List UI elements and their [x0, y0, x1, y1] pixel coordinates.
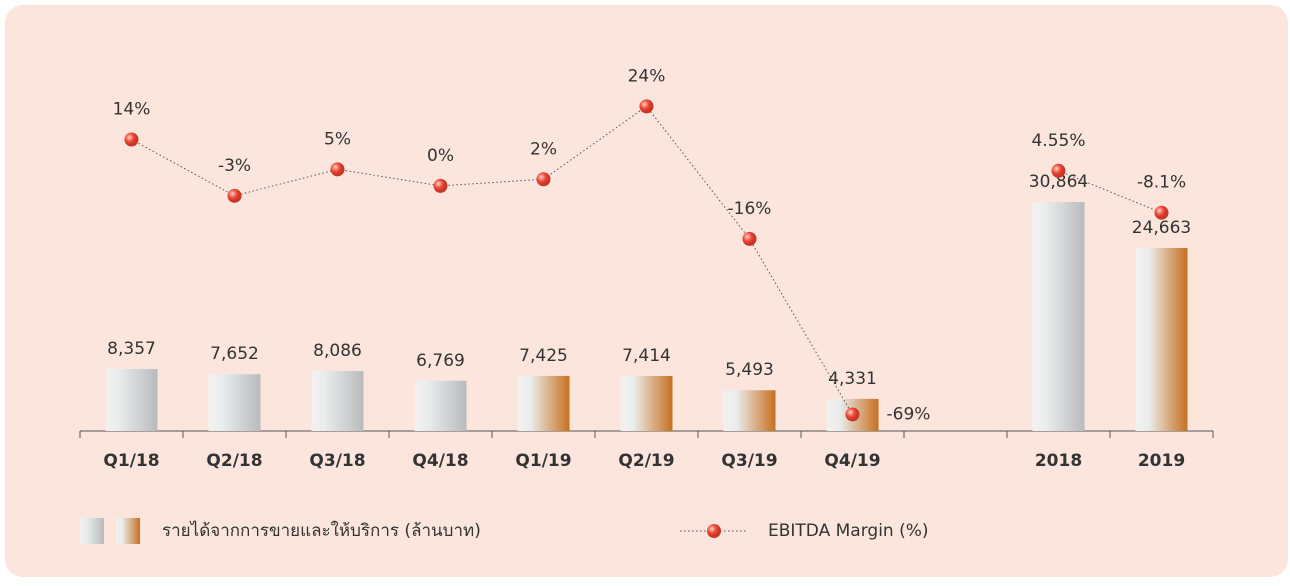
x-tick-label: 2018: [1035, 451, 1082, 471]
bar: [311, 371, 364, 431]
x-tick-label: Q2/19: [618, 451, 674, 471]
bar-value-label: 7,414: [622, 346, 671, 366]
line-value-label: -3%: [218, 156, 251, 176]
bar: [414, 380, 467, 431]
x-tick-label: Q4/18: [412, 451, 468, 471]
bar: [723, 390, 776, 431]
bar-value-label: 7,652: [210, 344, 259, 364]
bar: [620, 375, 673, 431]
bar-value-label: 6,769: [416, 351, 465, 371]
legend-label: รายได้จากการขายและให้บริการ (ล้านบาท): [162, 520, 481, 541]
x-tick-label: Q3/18: [309, 451, 365, 471]
bar-value-label: 24,663: [1132, 218, 1191, 238]
line-value-label: 2%: [530, 139, 557, 159]
line-value-label: -69%: [887, 404, 931, 424]
legend-swatch: [80, 518, 104, 544]
x-tick-label: Q1/19: [515, 451, 571, 471]
line-value-label: 24%: [628, 66, 666, 86]
line-marker: [1154, 205, 1169, 220]
bar: [208, 374, 261, 431]
x-tick-label: 2019: [1138, 451, 1185, 471]
bar-value-label: 7,425: [519, 346, 568, 366]
line-marker: [1051, 163, 1066, 178]
legend-label: EBITDA Margin (%): [768, 521, 929, 541]
line-marker: [639, 99, 654, 114]
line-value-label: -8.1%: [1137, 173, 1186, 193]
bar-value-label: 8,086: [313, 341, 362, 361]
bar-value-label: 4,331: [828, 369, 877, 389]
line-value-label: -16%: [728, 199, 772, 219]
x-tick-label: Q2/18: [206, 451, 262, 471]
line-marker: [536, 172, 551, 187]
x-tick-label: Q3/19: [721, 451, 777, 471]
bar: [105, 368, 158, 431]
line-marker: [330, 162, 345, 177]
bar-value-label: 5,493: [725, 360, 774, 380]
line-marker: [124, 132, 139, 147]
line-value-label: 14%: [113, 100, 151, 120]
legend-marker: [707, 524, 721, 538]
bar: [1135, 248, 1188, 431]
background: [5, 5, 1288, 577]
line: [1058, 170, 1162, 214]
bar: [1032, 201, 1085, 431]
line-value-label: 5%: [324, 129, 351, 149]
line-marker: [742, 231, 757, 246]
line-marker: [433, 178, 448, 193]
line-value-label: 4.55%: [1031, 131, 1085, 151]
line-marker: [227, 188, 242, 203]
bar: [517, 375, 570, 431]
line: [131, 105, 853, 415]
line-value-label: 0%: [427, 146, 454, 166]
line-marker: [845, 407, 860, 422]
bar-value-label: 8,357: [107, 339, 156, 359]
legend-swatch: [116, 518, 140, 544]
x-tick-label: Q4/19: [824, 451, 880, 471]
x-tick-label: Q1/18: [103, 451, 159, 471]
